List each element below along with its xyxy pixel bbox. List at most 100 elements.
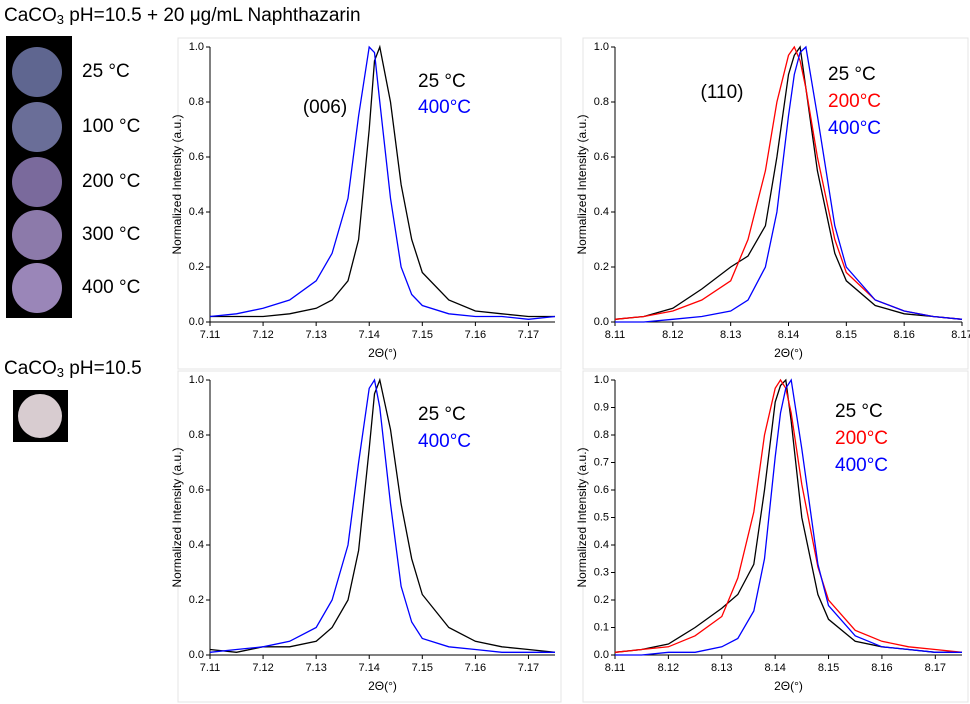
y-tick-label: 0.2: [189, 261, 204, 273]
legend-label: 25 °C: [418, 71, 466, 92]
plot-frame: [177, 370, 562, 703]
x-tick-label: 8.16: [893, 329, 914, 341]
line-series: [615, 378, 962, 656]
x-tick-label: 7.13: [305, 662, 326, 674]
y-tick-label: 0.8: [189, 96, 204, 108]
line-series: [614, 378, 962, 653]
sample-photo: [12, 157, 62, 207]
y-tick-label: 0.4: [189, 206, 204, 218]
sample-label: 400 °C: [82, 277, 140, 298]
x-tick-label: 8.15: [836, 329, 857, 341]
sample-title: CaCO3 pH=10.5: [4, 358, 142, 380]
x-tick-label: 7.14: [359, 329, 380, 341]
x-tick-label: 8.11: [605, 662, 626, 674]
y-tick-label: 0.6: [189, 151, 204, 163]
y-tick-label: 0.0: [189, 649, 204, 661]
x-tick-label: 7.17: [518, 662, 539, 674]
y-axis-label: Normalized Intensity (a.u.): [575, 114, 589, 254]
sample-label: 300 °C: [82, 224, 140, 245]
legend-label: 200°C: [828, 91, 881, 112]
y-tick-label: 0.8: [189, 429, 204, 441]
x-tick-label: 7.13: [305, 329, 326, 341]
y-tick-label: 0.6: [189, 484, 204, 496]
x-tick-label: 7.14: [359, 662, 380, 674]
y-tick-label: 0.3: [594, 566, 609, 578]
legend-label: 200°C: [835, 428, 888, 449]
x-tick-label: 7.15: [412, 329, 433, 341]
x-tick-label: 7.16: [465, 662, 486, 674]
line-series: [614, 45, 963, 320]
y-tick-label: 0.4: [594, 539, 609, 551]
y-axis-label: Normalized Intensity (a.u.): [170, 447, 184, 587]
line-series: [209, 378, 555, 653]
peak-annotation: (006): [303, 97, 347, 118]
plot-frame: [177, 37, 562, 370]
x-tick-label: 8.13: [711, 662, 732, 674]
x-tick-label: 7.11: [200, 329, 221, 341]
sample-label: 200 °C: [82, 171, 140, 192]
y-tick-label: 0.0: [594, 316, 609, 328]
x-axis-label: 2Θ(°): [774, 679, 803, 693]
x-axis-label: 2Θ(°): [368, 679, 397, 693]
y-axis-label: Normalized Intensity (a.u.): [170, 114, 184, 254]
y-tick-label: 1.0: [594, 374, 609, 386]
sample-photo: [18, 394, 62, 438]
y-tick-label: 0.2: [594, 261, 609, 273]
plot-frame: [582, 370, 969, 703]
plot-frame: [582, 37, 969, 370]
x-tick-label: 7.12: [252, 662, 273, 674]
x-tick-label: 8.17: [925, 662, 946, 674]
x-axis-label: 2Θ(°): [774, 346, 803, 360]
sample-photo: [12, 210, 62, 260]
x-tick-label: 8.11: [605, 329, 626, 341]
sample-photo: [12, 263, 62, 313]
x-tick-label: 8.16: [871, 662, 892, 674]
y-axis-label: Normalized Intensity (a.u.): [575, 447, 589, 587]
y-tick-label: 0.9: [594, 401, 609, 413]
x-tick-label: 7.12: [252, 329, 273, 341]
x-tick-label: 8.13: [720, 329, 741, 341]
x-tick-label: 7.16: [465, 329, 486, 341]
y-tick-label: 0.5: [594, 511, 609, 523]
peak-annotation: (110): [701, 82, 744, 103]
sample-label: 100 °C: [82, 116, 140, 137]
legend-label: 25 °C: [828, 64, 876, 85]
legend-label: 400°C: [418, 431, 471, 452]
x-tick-label: 8.14: [764, 662, 785, 674]
y-tick-label: 1.0: [189, 374, 204, 386]
y-tick-label: 0.1: [594, 621, 609, 633]
y-tick-label: 0.0: [189, 316, 204, 328]
y-tick-label: 0.7: [594, 456, 609, 468]
y-tick-label: 0.4: [594, 206, 609, 218]
y-tick-label: 0.8: [594, 96, 609, 108]
y-tick-label: 0.2: [594, 594, 609, 606]
line-series: [210, 44, 555, 318]
x-tick-label: 8.12: [662, 329, 683, 341]
x-tick-label: 7.15: [412, 662, 433, 674]
legend-label: 400°C: [835, 455, 888, 476]
y-tick-label: 0.6: [594, 151, 609, 163]
sample-label: 25 °C: [82, 61, 130, 82]
y-tick-label: 0.6: [594, 484, 609, 496]
x-tick-label: 8.12: [658, 662, 679, 674]
x-axis-label: 2Θ(°): [368, 346, 397, 360]
y-tick-label: 0.4: [189, 539, 204, 551]
legend-label: 400°C: [418, 97, 471, 118]
x-tick-label: 8.15: [818, 662, 839, 674]
line-series: [209, 45, 556, 320]
line-series: [614, 45, 963, 320]
sample-photo: [12, 47, 62, 97]
legend-label: 25 °C: [835, 401, 883, 422]
sample-photo: [12, 102, 62, 152]
legend-label: 25 °C: [418, 404, 466, 425]
sample-title: CaCO3 pH=10.5 + 20 μg/mL Naphthazarin: [4, 5, 361, 27]
y-tick-label: 1.0: [189, 41, 204, 53]
legend-label: 400°C: [828, 118, 881, 139]
x-tick-label: 8.14: [778, 329, 799, 341]
x-tick-label: 7.17: [518, 329, 539, 341]
y-tick-label: 0.8: [594, 429, 609, 441]
line-series: [209, 377, 556, 653]
y-tick-label: 0.2: [189, 594, 204, 606]
x-tick-label: 8.17: [951, 329, 970, 341]
